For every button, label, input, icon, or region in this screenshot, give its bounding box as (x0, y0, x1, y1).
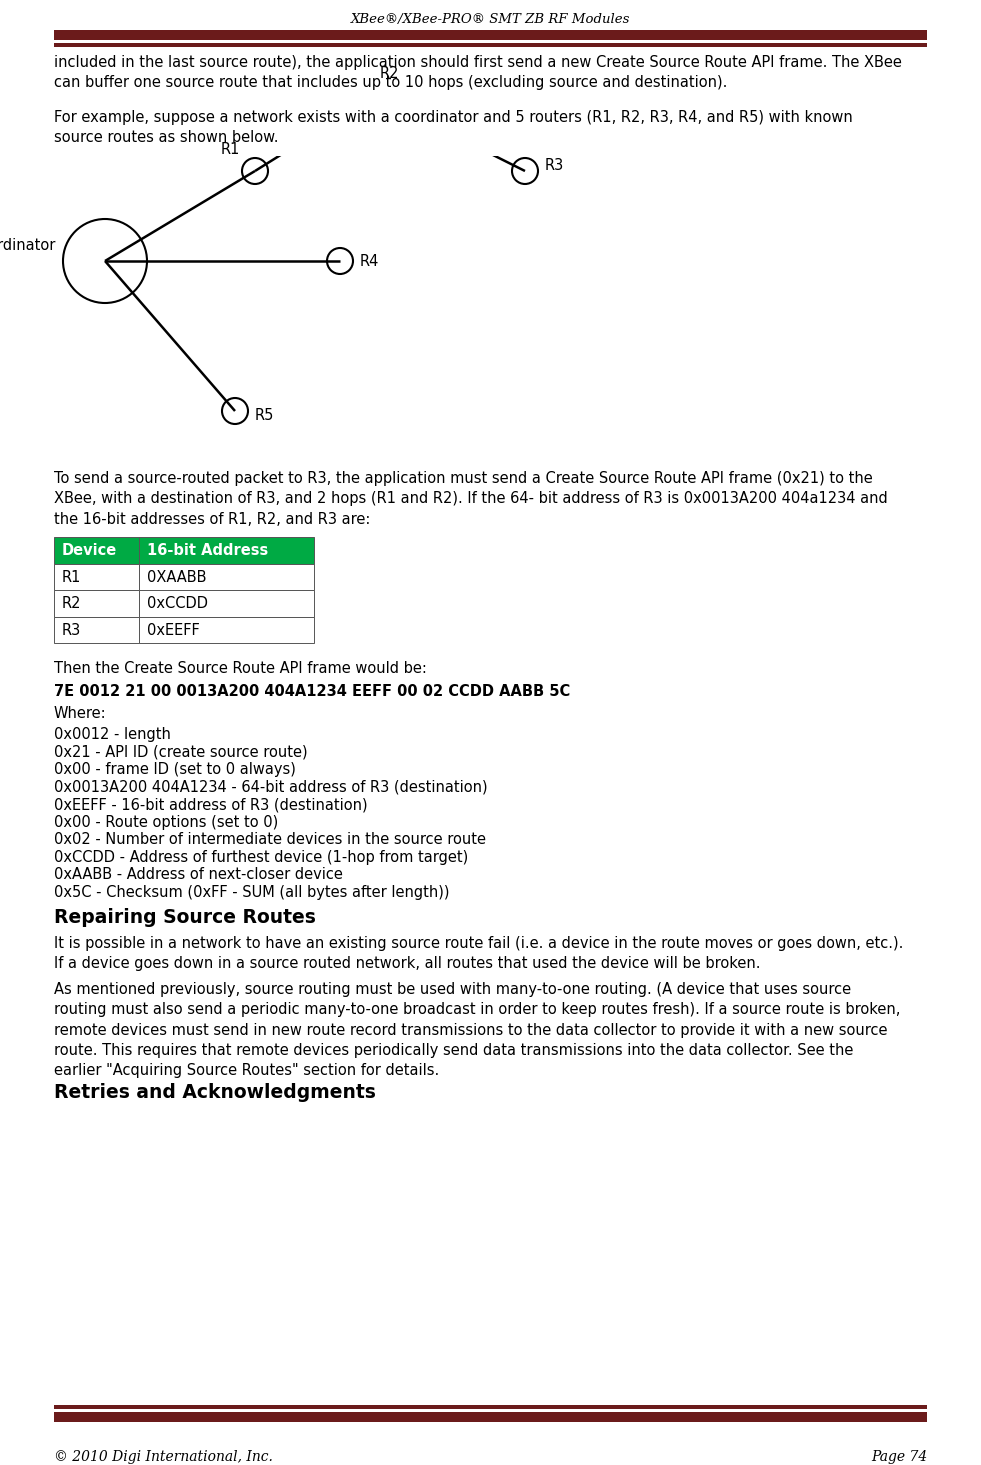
Text: R3: R3 (62, 623, 81, 637)
Text: R1: R1 (62, 570, 81, 585)
Bar (139, 617, 314, 643)
Text: Coordinator: Coordinator (0, 239, 55, 253)
Text: Device: Device (62, 544, 118, 558)
Text: 0xCCDD - Address of furthest device (1-hop from target): 0xCCDD - Address of furthest device (1-h… (54, 850, 468, 864)
Text: Repairing Source Routes: Repairing Source Routes (54, 908, 316, 927)
Text: For example, suppose a network exists with a coordinator and 5 routers (R1, R2, : For example, suppose a network exists wi… (54, 110, 852, 145)
Text: R4: R4 (360, 253, 380, 268)
Text: XBee®/XBee-PRO® SMT ZB RF Modules: XBee®/XBee-PRO® SMT ZB RF Modules (351, 13, 630, 26)
Text: 16-bit Address: 16-bit Address (147, 544, 268, 558)
Bar (54, 1405, 927, 1409)
Text: 0xCCDD: 0xCCDD (147, 596, 208, 611)
Text: 7E 0012 21 00 0013A200 404A1234 EEFF 00 02 CCDD AABB 5C: 7E 0012 21 00 0013A200 404A1234 EEFF 00 … (54, 684, 570, 699)
Text: 0xAABB - Address of next-closer device: 0xAABB - Address of next-closer device (54, 867, 343, 882)
Bar (139, 538, 314, 564)
Text: Retries and Acknowledgments: Retries and Acknowledgments (54, 1083, 376, 1102)
Text: 0x00 - frame ID (set to 0 always): 0x00 - frame ID (set to 0 always) (54, 762, 296, 776)
Text: 0XAABB: 0XAABB (147, 570, 206, 585)
Text: 0x0013A200 404A1234 - 64-bit address of R3 (destination): 0x0013A200 404A1234 - 64-bit address of … (54, 779, 488, 794)
Text: It is possible in a network to have an existing source route fail (i.e. a device: It is possible in a network to have an e… (54, 936, 904, 971)
Text: R5: R5 (255, 409, 275, 423)
Bar (54, 42, 927, 47)
Bar (139, 564, 314, 590)
Bar (54, 617, 139, 643)
Bar (139, 590, 314, 617)
Text: © 2010 Digi International, Inc.: © 2010 Digi International, Inc. (54, 1450, 273, 1464)
Bar (54, 564, 139, 590)
Text: 0xEEFF: 0xEEFF (147, 623, 200, 637)
Text: 0x5C - Checksum (0xFF - SUM (all bytes after length)): 0x5C - Checksum (0xFF - SUM (all bytes a… (54, 885, 449, 900)
Text: As mentioned previously, source routing must be used with many-to-one routing. (: As mentioned previously, source routing … (54, 982, 901, 1078)
Text: Page 74: Page 74 (871, 1450, 927, 1464)
Text: included in the last source route), the application should first send a new Crea: included in the last source route), the … (54, 56, 902, 91)
Text: Where:: Where: (54, 706, 107, 721)
Text: Then the Create Source Route API frame would be:: Then the Create Source Route API frame w… (54, 661, 427, 677)
Text: R2: R2 (380, 66, 399, 82)
Text: To send a source-routed packet to R3, the application must send a Create Source : To send a source-routed packet to R3, th… (54, 472, 888, 527)
Text: 0x02 - Number of intermediate devices in the source route: 0x02 - Number of intermediate devices in… (54, 832, 486, 847)
Text: 0x00 - Route options (set to 0): 0x00 - Route options (set to 0) (54, 815, 279, 829)
Text: R2: R2 (62, 596, 81, 611)
Bar (54, 1412, 927, 1423)
Bar (54, 538, 139, 564)
Bar (54, 29, 927, 40)
Text: R1: R1 (221, 142, 240, 157)
Text: 0x0012 - length: 0x0012 - length (54, 727, 171, 741)
Text: 0xEEFF - 16-bit address of R3 (destination): 0xEEFF - 16-bit address of R3 (destinati… (54, 797, 368, 812)
Text: R3: R3 (545, 158, 564, 173)
Bar (54, 590, 139, 617)
Text: 0x21 - API ID (create source route): 0x21 - API ID (create source route) (54, 744, 308, 759)
